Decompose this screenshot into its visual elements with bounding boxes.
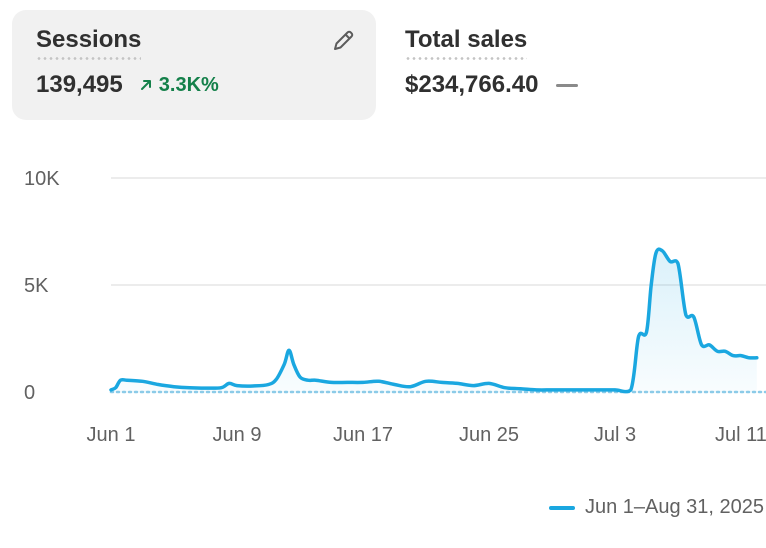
total-sales-value: $234,766.40 <box>405 71 539 98</box>
series-area <box>111 249 757 392</box>
sessions-metric-card[interactable]: Sessions 139,495 3.3K% <box>12 10 376 120</box>
chart-legend[interactable]: Jun 1–Aug 31, 2025 <box>548 496 764 519</box>
legend-label: Jun 1–Aug 31, 2025 <box>584 496 764 518</box>
series-line[interactable] <box>109 247 759 394</box>
legend-swatch <box>548 505 575 510</box>
x-tick-label: Jun 1 <box>87 424 136 446</box>
total-sales-metric-card[interactable]: Total sales $234,766.40 <box>381 10 761 120</box>
total-sales-label[interactable]: Total sales <box>405 26 528 60</box>
x-tick-label: Jul 11 <box>715 424 766 446</box>
arrow-up-right-icon <box>140 80 151 90</box>
sessions-change: 3.3K% <box>139 74 219 97</box>
x-tick-label: Jun 25 <box>459 424 519 446</box>
pencil-icon[interactable] <box>330 28 356 54</box>
x-tick-label: Jul 3 <box>594 424 636 446</box>
sessions-label[interactable]: Sessions <box>36 26 142 60</box>
sessions-change-value: 3.3K% <box>158 73 219 96</box>
total-sales-value-row: $234,766.40 <box>405 70 737 100</box>
y-tick-label: 5K <box>24 275 49 297</box>
y-tick-label: 10K <box>24 168 60 190</box>
y-axis-ticks: 10K 5K 0 <box>24 168 60 404</box>
x-tick-label: Jun 9 <box>213 424 262 446</box>
y-tick-label: 0 <box>24 382 35 404</box>
x-axis-ticks: Jun 1 Jun 9 Jun 17 Jun 25 Jul 3 Jul 11 <box>87 424 766 446</box>
sessions-chart: 10K 5K 0 Jun 1 Jun 9 Jun 17 Jun 25 Jul 3 Jul 11 <box>24 168 766 446</box>
flat-dash-icon <box>556 83 579 87</box>
sessions-value: 139,495 <box>36 71 123 98</box>
sessions-value-row: 139,495 3.3K% <box>36 70 352 100</box>
x-tick-label: Jun 17 <box>333 424 393 446</box>
